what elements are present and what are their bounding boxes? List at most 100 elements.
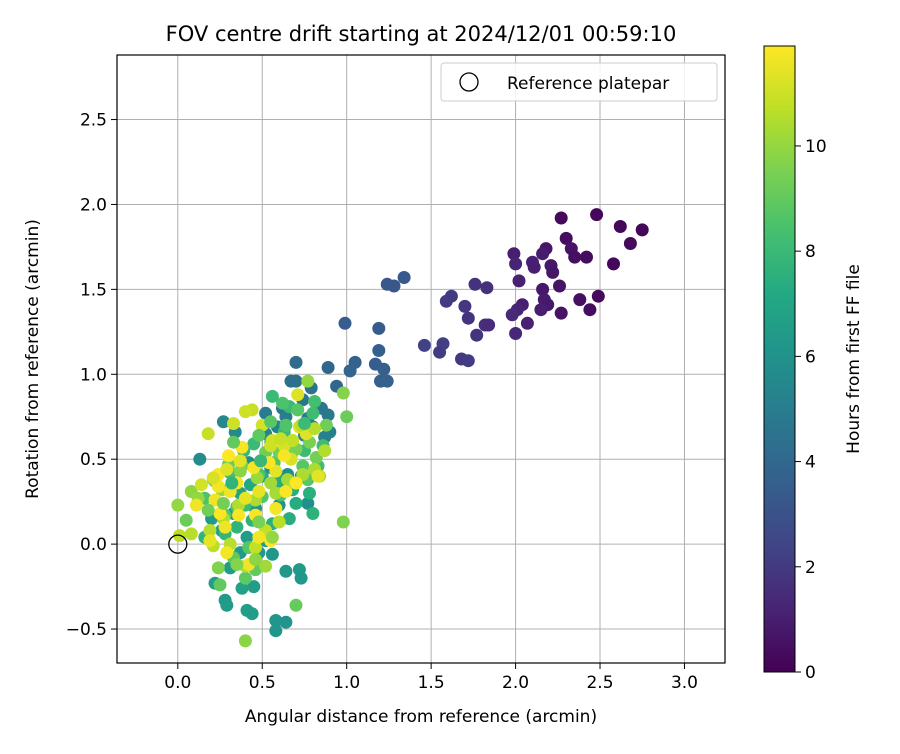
y-tick-label: 1.5 xyxy=(80,280,107,300)
data-point xyxy=(321,361,335,374)
data-point xyxy=(276,396,289,410)
legend-box xyxy=(440,62,718,102)
data-point xyxy=(179,513,193,527)
data-point xyxy=(505,308,519,322)
data-point xyxy=(277,449,291,463)
data-point xyxy=(336,515,350,529)
data-point xyxy=(338,316,352,330)
data-point xyxy=(553,279,566,293)
data-point xyxy=(377,362,391,376)
x-tick-label: 0.0 xyxy=(164,673,191,693)
data-point xyxy=(289,598,303,612)
data-point xyxy=(240,530,254,544)
data-point xyxy=(607,257,620,271)
data-point xyxy=(279,418,293,432)
colorbar-tick-label: 6 xyxy=(805,347,816,367)
data-point xyxy=(282,512,296,526)
data-point xyxy=(461,311,475,325)
colorbar-ticks: 0 2 4 6 8 10 xyxy=(795,137,827,683)
data-point xyxy=(227,417,240,430)
data-point xyxy=(247,580,261,594)
data-point xyxy=(279,615,293,629)
data-point xyxy=(321,408,335,422)
data-point xyxy=(265,389,279,403)
data-point xyxy=(520,316,534,330)
data-point xyxy=(289,476,303,490)
data-point xyxy=(591,289,605,303)
x-tick-label: 1.0 xyxy=(333,673,360,693)
data-point xyxy=(252,485,266,498)
data-point xyxy=(206,471,220,485)
legend-label: Reference platepar xyxy=(507,74,669,94)
data-point xyxy=(227,435,240,449)
data-point xyxy=(225,476,239,490)
data-point xyxy=(536,282,550,296)
data-point xyxy=(286,434,300,447)
data-point xyxy=(439,294,453,308)
data-point xyxy=(583,303,597,317)
x-axis-label: Angular distance from reference (arcmin) xyxy=(245,707,597,727)
data-point xyxy=(303,486,316,500)
y-tick-label: 0.5 xyxy=(80,450,107,470)
data-point xyxy=(245,607,259,621)
data-point xyxy=(269,486,283,500)
data-point xyxy=(264,439,278,453)
data-point xyxy=(279,564,293,578)
data-point xyxy=(461,354,475,368)
data-point xyxy=(252,428,266,442)
y-tick-label: 2.5 xyxy=(80,111,107,131)
x-axis: 0.0 0.5 1.0 1.5 2.0 2.5 3.0 xyxy=(164,663,698,693)
data-point xyxy=(613,220,627,233)
y-tick-label: −0.5 xyxy=(66,620,107,640)
data-point xyxy=(635,223,649,237)
data-point xyxy=(573,293,587,307)
data-point xyxy=(203,524,217,537)
data-point xyxy=(265,547,279,561)
x-tick-label: 1.5 xyxy=(418,673,445,693)
x-tick-label: 3.0 xyxy=(671,673,698,693)
data-point xyxy=(220,598,234,612)
data-point xyxy=(480,281,494,295)
data-point xyxy=(433,345,447,359)
data-point xyxy=(194,478,208,492)
data-point xyxy=(269,614,283,627)
data-point xyxy=(189,498,203,512)
data-point xyxy=(507,247,521,261)
data-point xyxy=(265,530,279,544)
data-point xyxy=(184,527,198,541)
data-point xyxy=(308,395,322,408)
data-point xyxy=(254,454,268,468)
colorbar-gradient xyxy=(763,45,796,673)
data-point xyxy=(372,344,386,357)
data-point xyxy=(235,581,249,595)
data-point xyxy=(279,485,293,498)
data-point xyxy=(272,515,286,529)
data-point xyxy=(458,299,472,313)
reference-marker xyxy=(168,534,188,554)
x-tick-label: 2.0 xyxy=(502,673,529,693)
plot-frame xyxy=(116,54,726,664)
data-point xyxy=(259,559,273,573)
data-point xyxy=(274,432,288,446)
data-point xyxy=(201,427,215,441)
x-tick-label: 2.5 xyxy=(586,673,613,693)
data-point xyxy=(534,303,548,317)
data-point xyxy=(509,327,523,340)
data-point xyxy=(340,410,354,424)
data-point xyxy=(201,503,215,517)
colorbar-tick-label: 8 xyxy=(805,242,816,262)
data-point xyxy=(372,321,386,335)
data-point xyxy=(306,406,320,420)
data-point xyxy=(233,464,247,478)
data-point xyxy=(343,364,357,378)
colorbar: 0 2 4 6 8 10 Hours from first FF file xyxy=(763,45,864,683)
data-point xyxy=(252,530,266,544)
data-point xyxy=(417,338,431,352)
data-point xyxy=(559,231,573,245)
legend: Reference platepar xyxy=(440,62,718,102)
data-point xyxy=(238,491,252,505)
data-point xyxy=(397,271,411,284)
data-point xyxy=(291,388,305,402)
data-point xyxy=(216,496,230,510)
data-point xyxy=(336,386,350,400)
